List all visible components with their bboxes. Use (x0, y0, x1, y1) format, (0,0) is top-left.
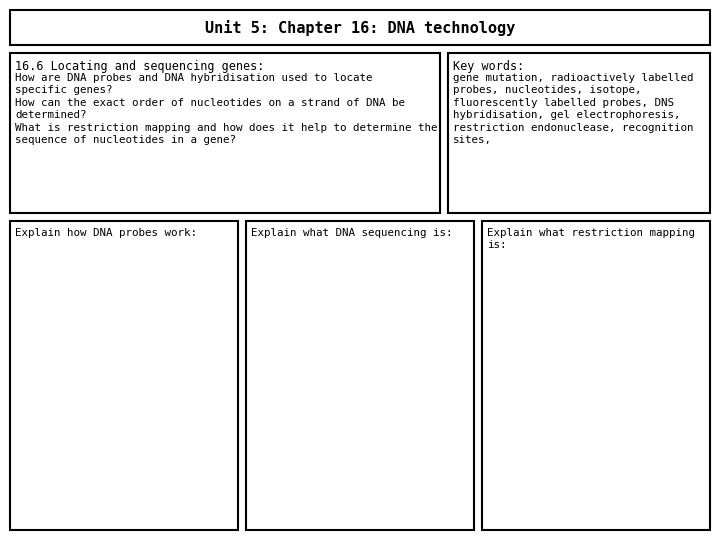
Bar (10, 221, 238, 530)
Bar (246, 221, 474, 530)
Text: 16.6 Locating and sequencing genes:: 16.6 Locating and sequencing genes: (15, 60, 264, 73)
Bar (10, 10, 710, 45)
Text: Explain what restriction mapping
is:: Explain what restriction mapping is: (487, 228, 695, 249)
Text: gene mutation, radioactively labelled
probes, nucleotides, isotope,
fluorescentl: gene mutation, radioactively labelled pr… (453, 73, 693, 145)
Text: Key words:: Key words: (453, 60, 524, 73)
Text: Unit 5: Chapter 16: DNA technology: Unit 5: Chapter 16: DNA technology (205, 19, 515, 36)
Bar (448, 53, 710, 213)
Text: How are DNA probes and DNA hybridisation used to locate
specific genes?
How can : How are DNA probes and DNA hybridisation… (15, 73, 438, 145)
Text: Explain what DNA sequencing is:: Explain what DNA sequencing is: (251, 228, 452, 238)
Text: Explain how DNA probes work:: Explain how DNA probes work: (15, 228, 197, 238)
Bar (482, 221, 710, 530)
Bar (10, 53, 440, 213)
